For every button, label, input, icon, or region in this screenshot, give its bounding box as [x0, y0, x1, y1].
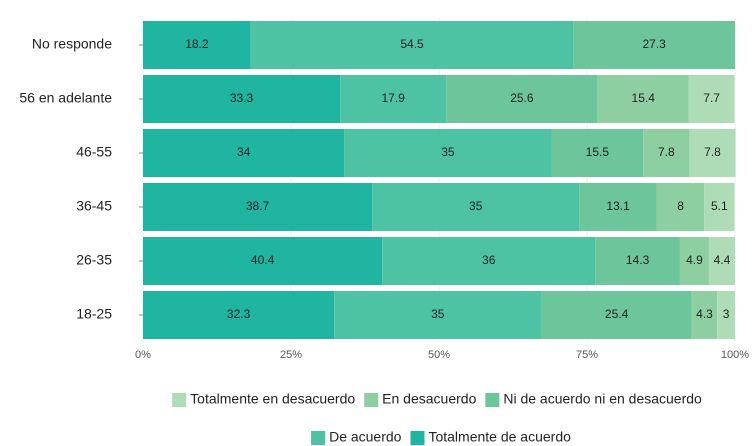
legend-label: Totalmente de acuerdo — [428, 429, 571, 445]
data-label: 7.7 — [703, 91, 720, 105]
legend-swatch — [311, 431, 326, 445]
y-tick-label: 18-25 — [76, 306, 112, 322]
data-label: 27.3 — [643, 37, 667, 51]
data-label: 36 — [482, 253, 496, 267]
data-label: 18.2 — [185, 37, 209, 51]
data-label: 15.5 — [586, 145, 610, 159]
bar-segment — [579, 183, 657, 231]
x-tick-label: 25% — [280, 349, 302, 361]
data-label: 35 — [431, 307, 445, 321]
bar-segment — [143, 237, 383, 285]
bar-segment — [643, 129, 690, 177]
data-label: 13.1 — [606, 199, 630, 213]
y-tick-label: 46-55 — [76, 144, 112, 160]
data-label: 25.6 — [510, 91, 534, 105]
x-tick-label: 75% — [576, 349, 598, 361]
x-tick-label: 100% — [721, 349, 749, 361]
data-label: 33.3 — [230, 91, 254, 105]
bar-segment — [656, 183, 705, 231]
data-label: 25.4 — [605, 307, 629, 321]
bar-segment — [250, 21, 574, 69]
bar-segment — [344, 129, 552, 177]
legend-swatch — [364, 393, 379, 407]
data-label: 35 — [469, 199, 483, 213]
data-label: 14.3 — [626, 253, 650, 267]
data-label: 4.9 — [686, 253, 703, 267]
data-label: 32.3 — [227, 307, 251, 321]
bar-segment — [551, 129, 644, 177]
y-tick-label: 56 en adelante — [19, 90, 112, 106]
legend-label: De acuerdo — [329, 429, 402, 445]
legend-label: En desacuerdo — [382, 391, 476, 407]
bar-segment — [597, 75, 689, 123]
bar-segment — [143, 291, 335, 339]
bar-segment — [446, 75, 598, 123]
bar-segment — [372, 183, 580, 231]
bar-segment — [143, 129, 345, 177]
y-tick-label: 26-35 — [76, 252, 112, 268]
legend-swatch — [410, 431, 425, 445]
bar-segment — [143, 183, 373, 231]
data-label: 8 — [677, 199, 684, 213]
bar-segment — [340, 75, 447, 123]
bar-segment — [541, 291, 692, 339]
y-tick-label: 36-45 — [76, 198, 112, 214]
bar-segment — [573, 21, 735, 69]
data-label: 5.1 — [711, 199, 728, 213]
bar-segment — [689, 129, 736, 177]
data-label: 54.5 — [400, 37, 424, 51]
data-label: 7.8 — [658, 145, 675, 159]
data-label: 4.3 — [696, 307, 713, 321]
bar-segment — [595, 237, 680, 285]
y-tick-label: No responde — [32, 36, 112, 52]
bar-segment — [143, 21, 251, 69]
data-label: 4.4 — [714, 253, 731, 267]
bar-segment — [704, 183, 735, 231]
data-label: 3 — [723, 307, 730, 321]
data-label: 35 — [441, 145, 455, 159]
bar-segment — [708, 237, 735, 285]
data-label: 38.7 — [246, 199, 270, 213]
bar-segment — [382, 237, 596, 285]
bar-segment — [143, 75, 341, 123]
bar-segment — [688, 75, 735, 123]
x-tick-label: 50% — [428, 349, 450, 361]
legend-label: Ni de acuerdo ni en desacuerdo — [503, 391, 702, 407]
bar-segment — [679, 237, 709, 285]
bar-segment — [691, 291, 718, 339]
x-tick-label: 0% — [135, 349, 151, 361]
bar-segment — [717, 291, 735, 339]
bar-segment — [334, 291, 542, 339]
data-label: 34 — [237, 145, 251, 159]
legend-swatch — [172, 393, 187, 407]
data-label: 15.4 — [632, 91, 656, 105]
legend-swatch — [485, 393, 500, 407]
legend-label: Totalmente en desacuerdo — [190, 391, 355, 407]
data-label: 17.9 — [381, 91, 405, 105]
data-label: 40.4 — [251, 253, 275, 267]
data-label: 7.8 — [704, 145, 721, 159]
